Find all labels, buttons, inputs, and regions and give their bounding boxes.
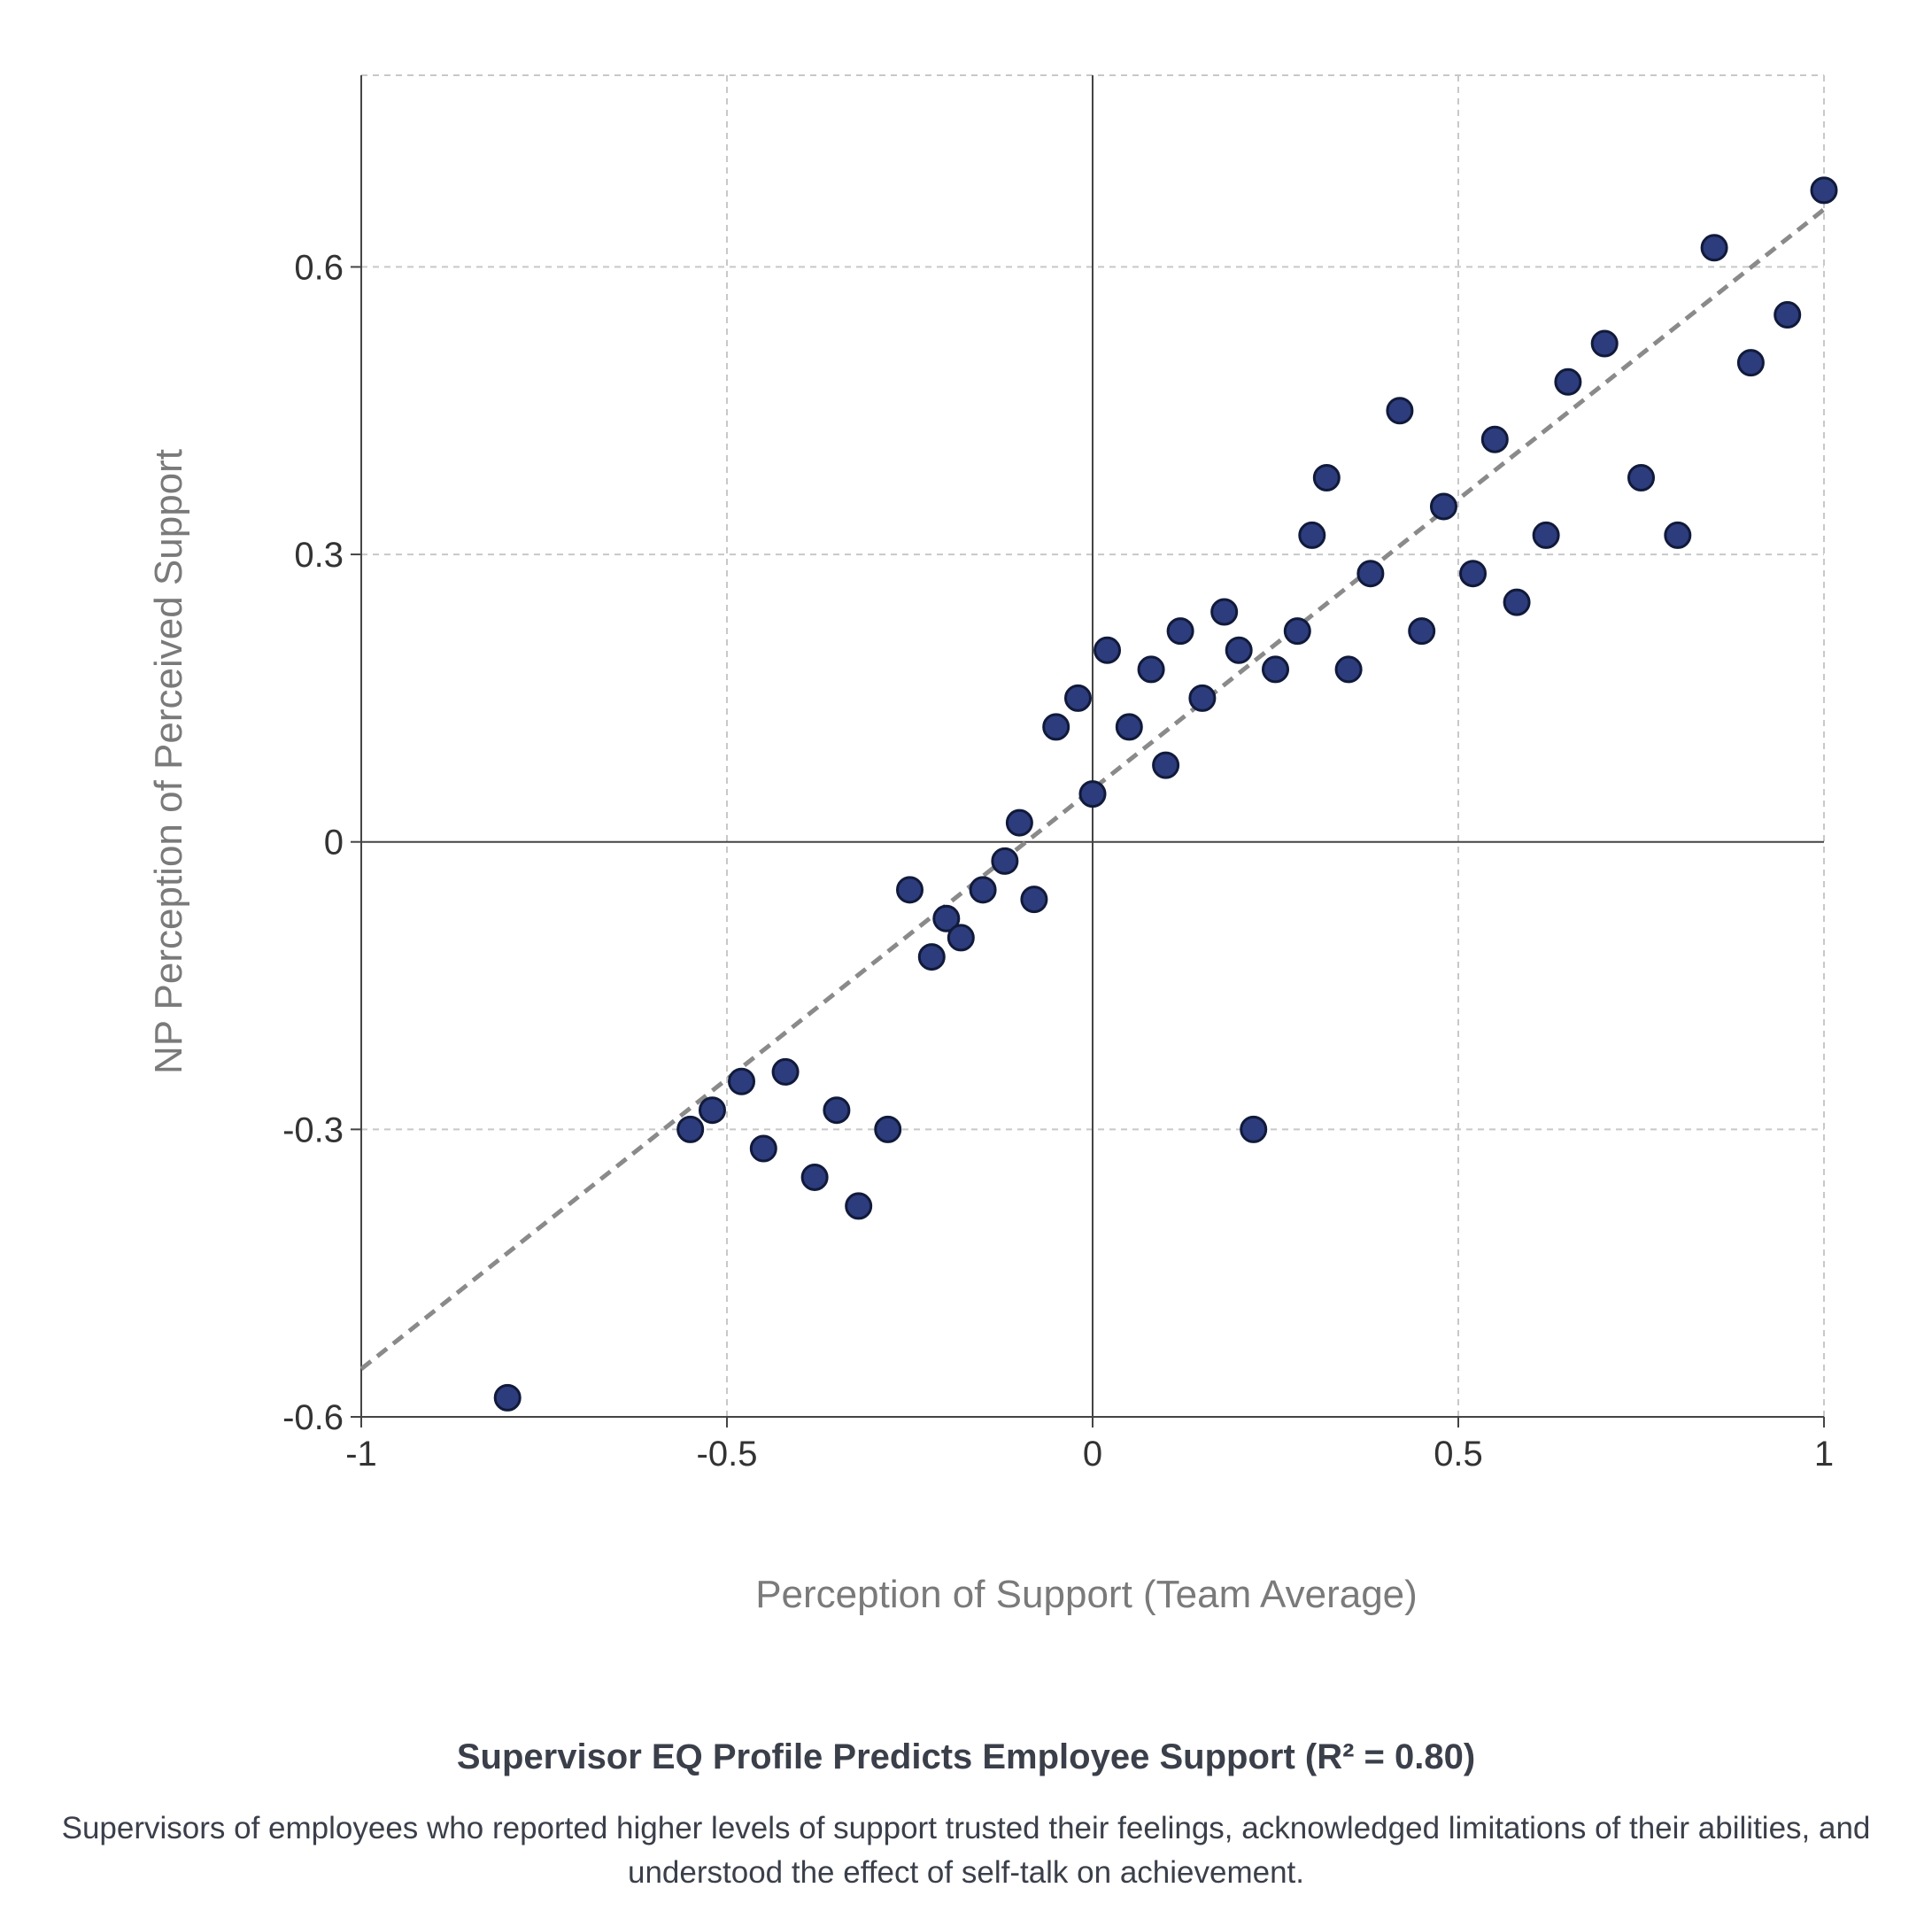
data-point: [698, 1096, 726, 1125]
data-point: [1627, 464, 1655, 491]
data-point: [1240, 1115, 1268, 1143]
data-point: [1356, 560, 1385, 588]
data-point: [1736, 349, 1765, 377]
trendline: [359, 207, 1826, 1371]
data-point: [1137, 655, 1165, 684]
y-tick-label: 0: [324, 824, 344, 863]
data-point: [1115, 713, 1143, 741]
data-point: [1532, 521, 1560, 549]
data-point: [1459, 560, 1488, 588]
y-tick-label: 0.6: [294, 248, 344, 287]
x-tick-label: 1: [1814, 1435, 1834, 1474]
data-point: [1210, 598, 1239, 626]
x-tick-label: 0: [1083, 1435, 1102, 1474]
data-point: [1225, 636, 1253, 664]
data-point: [1590, 329, 1619, 358]
data-point: [771, 1057, 800, 1086]
data-point: [1094, 636, 1122, 664]
data-point: [1042, 713, 1070, 741]
tick-labels: -1 -0.5 0 0.5 1 -0.6 -0.3 0 0.3 0.6: [282, 248, 1834, 1474]
data-point: [917, 943, 946, 971]
data-point: [1262, 655, 1289, 684]
data-point: [1774, 301, 1802, 329]
data-point: [1188, 684, 1217, 712]
chart-title: Supervisor EQ Profile Predicts Employee …: [456, 1737, 1476, 1776]
data-point: [1020, 886, 1048, 914]
axes: [351, 75, 1825, 1427]
data-point: [1078, 780, 1107, 808]
data-point: [874, 1115, 902, 1143]
data-point: [749, 1134, 777, 1163]
trendline-group: [359, 207, 1826, 1371]
data-point: [1408, 617, 1436, 646]
data-point: [932, 904, 961, 932]
chart-subtitle: Supervisors of employees who reported hi…: [61, 1811, 1871, 1890]
data-point: [823, 1096, 851, 1125]
data-point: [1664, 521, 1692, 549]
data-point: [493, 1383, 522, 1412]
points-group: [493, 176, 1838, 1412]
data-point: [1152, 751, 1180, 779]
data-point: [676, 1115, 705, 1143]
data-point: [1063, 684, 1092, 712]
x-tick-label: -1: [345, 1435, 377, 1474]
data-point: [896, 876, 923, 904]
data-point: [991, 847, 1019, 875]
y-tick-label: -0.3: [282, 1110, 344, 1149]
data-point: [969, 876, 997, 904]
data-point: [947, 924, 975, 952]
data-point: [1503, 588, 1531, 616]
data-point: [1312, 464, 1341, 491]
data-point: [1298, 521, 1326, 549]
data-point: [845, 1192, 873, 1220]
x-tick-label: -0.5: [697, 1435, 758, 1474]
data-point: [728, 1067, 756, 1095]
data-point: [1480, 425, 1509, 453]
data-point: [1554, 368, 1582, 396]
y-tick-label: -0.6: [282, 1398, 344, 1437]
data-point: [800, 1163, 829, 1191]
x-axis-title: Perception of Support (Team Average): [755, 1573, 1418, 1616]
data-point: [1005, 808, 1033, 837]
y-axis-title: NP Perception of Perceived Support: [147, 449, 190, 1074]
data-point: [1429, 492, 1457, 521]
data-point: [1700, 234, 1728, 262]
y-tick-label: 0.3: [294, 536, 344, 575]
x-tick-label: 0.5: [1434, 1435, 1483, 1474]
data-point: [1810, 176, 1838, 205]
data-point: [1386, 397, 1414, 425]
data-point: [1283, 617, 1311, 646]
data-point: [1334, 655, 1363, 684]
data-point: [1166, 617, 1194, 646]
